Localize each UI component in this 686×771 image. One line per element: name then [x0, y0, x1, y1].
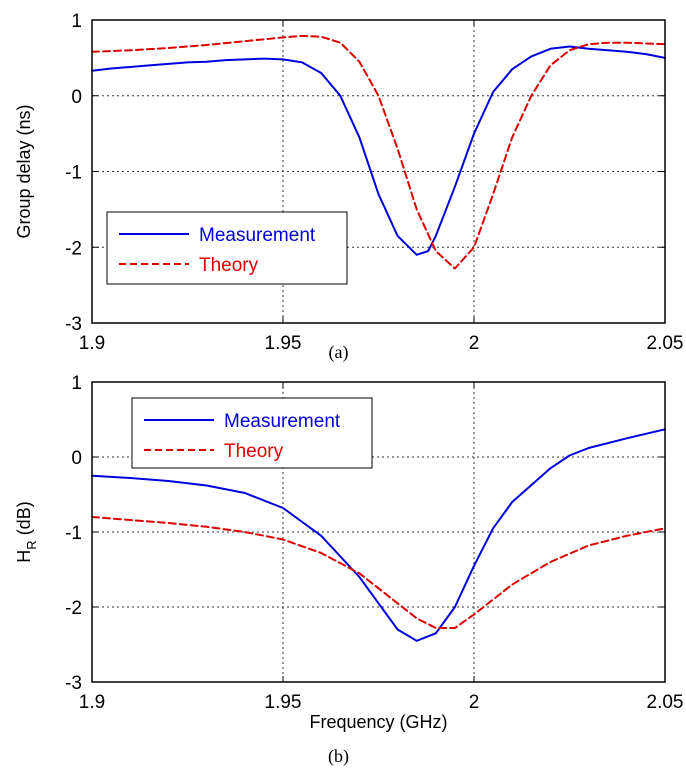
x-tick-label: 1.95	[265, 333, 302, 354]
legend-box	[131, 397, 373, 469]
x-tick-label: 1.9	[79, 333, 105, 354]
panel-caption: (b)	[328, 746, 349, 767]
x-tick-label: 1.9	[79, 692, 105, 713]
chart-panel-a: 1.9 1.95 2 2.05 -3 -2 -1 0 1 Group delay (ns) (a) M…	[14, 11, 683, 363]
y-tick-label: -2	[65, 598, 82, 619]
legend-box	[106, 211, 348, 285]
legend: Measurement Theory	[131, 397, 373, 469]
y-tick-label: -2	[65, 238, 82, 259]
chart-panel-b: 1.9 1.95 2 2.05 -3 -2 -1 0 1 HR (dB) Frequency (GH…	[14, 373, 683, 767]
series-line-theory	[91, 34, 666, 270]
y-tick-label: -1	[65, 163, 82, 184]
x-axis-label: Frequency (GHz)	[309, 712, 447, 732]
x-tick-label: 2.05	[647, 692, 684, 713]
legend-label-measurement: Measurement	[199, 225, 316, 246]
legend: Measurement Theory	[106, 211, 348, 285]
series-line-theory	[91, 516, 666, 629]
y-axis-label-main: H	[14, 550, 34, 563]
y-tick-label: 1	[71, 11, 82, 32]
x-tick-label: 2.05	[647, 333, 684, 354]
series-line-measurement	[91, 428, 666, 642]
y-axis-label-subscript: R	[24, 540, 39, 549]
y-tick-label: -3	[65, 314, 82, 335]
legend-label-theory: Theory	[199, 255, 259, 276]
y-axis-label: Group delay (ns)	[14, 104, 34, 238]
y-axis-label: HR (dB)	[14, 501, 39, 562]
x-tick-label: 2	[469, 333, 480, 354]
panel-caption: (a)	[329, 342, 349, 363]
y-tick-label: 0	[71, 448, 82, 469]
legend-label-measurement: Measurement	[224, 411, 341, 432]
series-line-measurement	[91, 45, 666, 256]
y-tick-label: 0	[71, 87, 82, 108]
y-axis-label-unit: (dB)	[14, 501, 34, 540]
legend-label-theory: Theory	[224, 441, 284, 462]
x-tick-label: 1.95	[265, 692, 302, 713]
y-tick-label: 1	[71, 373, 82, 394]
x-tick-label: 2	[469, 692, 480, 713]
y-tick-label: -3	[65, 673, 82, 694]
y-tick-label: -1	[65, 523, 82, 544]
